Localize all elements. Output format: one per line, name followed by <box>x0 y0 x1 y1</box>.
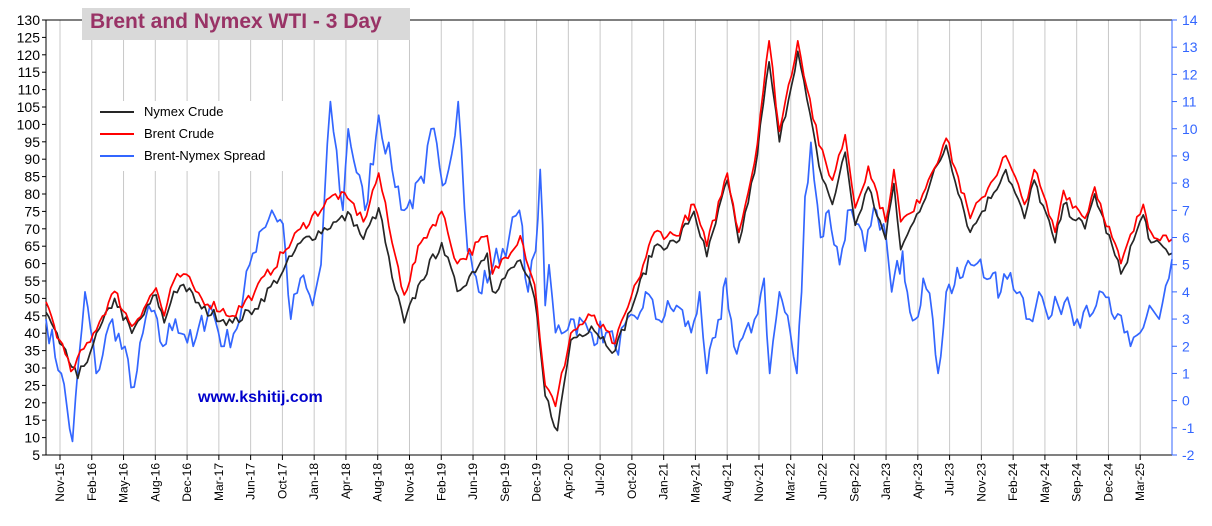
y-left-tick-label: 120 <box>17 47 41 63</box>
legend-item-spread: Brent-Nymex Spread <box>98 145 306 167</box>
x-tick-label: Nov-15 <box>53 463 67 502</box>
y-left-tick-label: 15 <box>24 412 40 428</box>
x-tick-label: Mar-25 <box>1133 463 1147 501</box>
y-left-tick-label: 100 <box>17 116 41 132</box>
x-tick-label: Sep-19 <box>498 463 512 502</box>
y-left-tick-label: 115 <box>18 64 41 80</box>
x-tick-label: May-24 <box>1038 463 1052 503</box>
legend-item-brent: Brent Crude <box>98 123 306 145</box>
y-left-tick-label: 130 <box>17 12 41 28</box>
x-tick-label: Aug-16 <box>148 463 162 502</box>
x-tick-label: Oct-20 <box>625 463 639 499</box>
y-right-tick-label: 4 <box>1182 284 1190 300</box>
x-tick-label: Jul-20 <box>593 463 607 496</box>
legend-swatch-brent <box>100 133 134 135</box>
y-left-tick-label: 110 <box>18 82 41 98</box>
watermark-url: www.kshitij.com <box>198 389 323 406</box>
legend-swatch-spread <box>100 155 134 157</box>
y-right-tick-label: 6 <box>1182 230 1190 246</box>
y-left-tick-label: 90 <box>24 151 40 167</box>
legend-label-spread: Brent-Nymex Spread <box>144 148 266 163</box>
legend-label-brent: Brent Crude <box>144 126 215 141</box>
series-layer <box>45 40 1173 443</box>
y-left-tick-label: 60 <box>24 256 40 272</box>
y-left-tick-label: 70 <box>24 221 40 237</box>
y-right-tick-label: 2 <box>1182 338 1190 354</box>
x-tick-label: Jan-21 <box>657 463 671 500</box>
y-left-tick-label: 40 <box>24 325 40 341</box>
x-tick-label: Dec-24 <box>1101 463 1115 502</box>
x-tick-label: Feb-19 <box>434 463 448 501</box>
x-tick-label: Jun-22 <box>816 463 830 500</box>
y-right-tick-label: 8 <box>1182 175 1190 191</box>
x-tick-label: Feb-24 <box>1006 463 1020 501</box>
x-tick-label: Feb-16 <box>85 463 99 501</box>
y-left-tick-label: 10 <box>24 430 40 446</box>
x-tick-label: Oct-17 <box>275 463 289 499</box>
y-left-tick-label: 80 <box>24 186 40 202</box>
y-left-tick-label: 105 <box>17 99 41 115</box>
y-right-tick-label: 5 <box>1182 257 1190 273</box>
series-line-nymex <box>45 50 1173 432</box>
y-left-tick-label: 50 <box>24 290 40 306</box>
legend-item-nymex: Nymex Crude <box>98 101 306 123</box>
x-tick-label: Apr-18 <box>339 463 353 499</box>
y-right-tick-label: 14 <box>1182 12 1198 28</box>
x-tick-label: Dec-19 <box>530 463 544 502</box>
x-axis: Nov-15 Feb-16 May-16 Aug-16 Dec-16 Mar-17 Jun-… <box>53 455 1147 503</box>
legend: Nymex Crude Brent Crude Brent-Nymex Spre… <box>98 101 306 171</box>
x-tick-label: Aug-21 <box>720 463 734 502</box>
x-tick-label: Mar-22 <box>784 463 798 501</box>
y-left-tick-label: 5 <box>32 447 40 463</box>
x-tick-label: Apr-23 <box>911 463 925 499</box>
legend-swatch-nymex <box>100 111 134 113</box>
legend-label-nymex: Nymex Crude <box>144 104 224 119</box>
x-tick-label: Sep-24 <box>1070 463 1084 502</box>
x-tick-label: Jun-17 <box>244 463 258 500</box>
chart-title: Brent and Nymex WTI - 3 Day <box>90 10 382 33</box>
x-tick-label: May-16 <box>117 463 131 503</box>
y-right-tick-label: 0 <box>1182 393 1190 409</box>
y-right-tick-label: -1 <box>1182 420 1195 436</box>
y-left-tick-label: 25 <box>24 377 40 393</box>
x-tick-label: Jan-18 <box>307 463 321 500</box>
title-box <box>82 8 410 40</box>
y-right-tick-label: 11 <box>1182 94 1197 110</box>
y-right-tick-label: 9 <box>1182 148 1190 164</box>
x-tick-label: Sep-22 <box>847 463 861 502</box>
x-tick-label: Aug-18 <box>371 463 385 502</box>
y-right-tick-label: 10 <box>1182 121 1198 137</box>
y-left-tick-label: 125 <box>17 29 41 45</box>
y-right-tick-label: -2 <box>1182 447 1195 463</box>
y-right-tick-label: 12 <box>1182 66 1198 82</box>
y-left-tick-label: 55 <box>24 273 40 289</box>
y-right-tick-label: 1 <box>1182 365 1190 381</box>
x-tick-label: Nov-23 <box>974 463 988 502</box>
x-tick-label: Nov-21 <box>752 463 766 502</box>
y-right-tick-label: 7 <box>1182 202 1190 218</box>
y-right-tick-label: 13 <box>1182 39 1198 55</box>
x-tick-label: May-21 <box>688 463 702 503</box>
y-left-tick-label: 20 <box>24 395 40 411</box>
y-left-tick-label: 35 <box>24 343 40 359</box>
x-tick-label: Apr-20 <box>561 463 575 499</box>
x-tick-label: Mar-17 <box>212 463 226 501</box>
series-line-brent <box>45 40 1173 408</box>
x-tick-label: Jul-23 <box>943 463 957 496</box>
y-left-tick-label: 75 <box>24 203 40 219</box>
y-left-tick-label: 85 <box>24 169 40 185</box>
x-tick-label: Dec-16 <box>180 463 194 502</box>
y-left-tick-label: 95 <box>24 134 40 150</box>
y-right-tick-label: 3 <box>1182 311 1190 327</box>
x-tick-label: Nov-18 <box>402 463 416 502</box>
y-left-tick-label: 30 <box>24 360 40 376</box>
y-left-tick-label: 45 <box>24 308 40 324</box>
y-left-tick-label: 65 <box>24 238 40 254</box>
x-tick-label: Jun-19 <box>466 463 480 500</box>
x-tick-label: Jan-23 <box>879 463 893 500</box>
